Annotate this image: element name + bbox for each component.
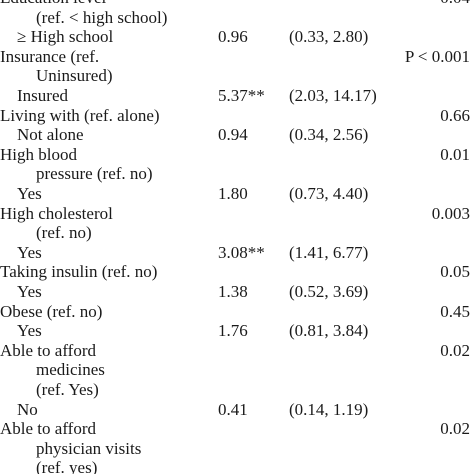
- variable-name: Living with (ref. alone): [0, 105, 160, 125]
- variable-name: Able to afford: [0, 419, 96, 439]
- confidence-interval: (0.73, 4.40): [289, 184, 369, 203]
- level-label: Yes: [17, 282, 42, 301]
- p-value: P < 0.001: [404, 46, 470, 66]
- variable-name-continued: (ref. < high school): [36, 7, 168, 27]
- level-label: ≥ High school: [17, 27, 114, 47]
- variable-name-continued: medicines: [36, 360, 105, 380]
- variable-name: Taking insulin (ref. no): [0, 262, 158, 282]
- variable-name-continued: physician visits: [36, 438, 142, 458]
- p-value: 0.45: [440, 301, 470, 321]
- level-label: Yes: [17, 321, 42, 341]
- odds-ratio: 0.94: [218, 125, 248, 145]
- p-value: 0.66: [440, 105, 470, 125]
- level-label: No: [17, 399, 38, 419]
- p-value: 0.003: [431, 203, 470, 223]
- variable-name: Able to afford: [0, 340, 96, 360]
- odds-ratio: 0.41: [218, 399, 248, 419]
- confidence-interval: (0.14, 1.19): [289, 399, 369, 419]
- odds-ratio: 5.37**: [218, 86, 265, 105]
- level-label: Yes: [17, 184, 42, 203]
- variable-name-continued: (ref. Yes): [36, 380, 99, 399]
- variable-name: Obese (ref. no): [0, 301, 103, 321]
- odds-ratio: 1.76: [218, 321, 248, 341]
- odds-ratio: 1.80: [218, 184, 248, 203]
- level-label: Yes: [17, 242, 42, 262]
- variable-name-continued: pressure (ref. no): [36, 164, 153, 184]
- variable-name-continued: Uninsured): [36, 66, 113, 86]
- p-value: 0.02: [440, 419, 470, 439]
- variable-name: High blood: [0, 144, 77, 164]
- variable-name: Insurance (ref.: [0, 46, 100, 66]
- level-label: Insured: [17, 86, 68, 105]
- confidence-interval: (0.34, 2.56): [289, 125, 369, 145]
- variable-name-continued: (ref. no): [36, 223, 92, 243]
- p-value: 0.04: [440, 0, 470, 8]
- confidence-interval: (0.81, 3.84): [289, 321, 369, 341]
- confidence-interval: (0.33, 2.80): [289, 27, 369, 47]
- p-value: 0.02: [440, 340, 470, 360]
- confidence-interval: (0.52, 3.69): [289, 282, 369, 301]
- variable-name: High cholesterol: [0, 203, 113, 223]
- p-value: 0.01: [440, 144, 470, 164]
- level-label: Not alone: [17, 125, 84, 145]
- odds-ratio: 0.96: [218, 27, 248, 47]
- odds-ratio: 1.38: [218, 282, 248, 301]
- variable-name: Education level: [0, 0, 106, 8]
- p-value: 0.05: [440, 262, 470, 282]
- confidence-interval: (2.03, 14.17): [289, 86, 377, 105]
- variable-name-continued: (ref. yes): [36, 458, 98, 474]
- confidence-interval: (1.41, 6.77): [289, 242, 369, 262]
- odds-ratio: 3.08**: [218, 242, 265, 262]
